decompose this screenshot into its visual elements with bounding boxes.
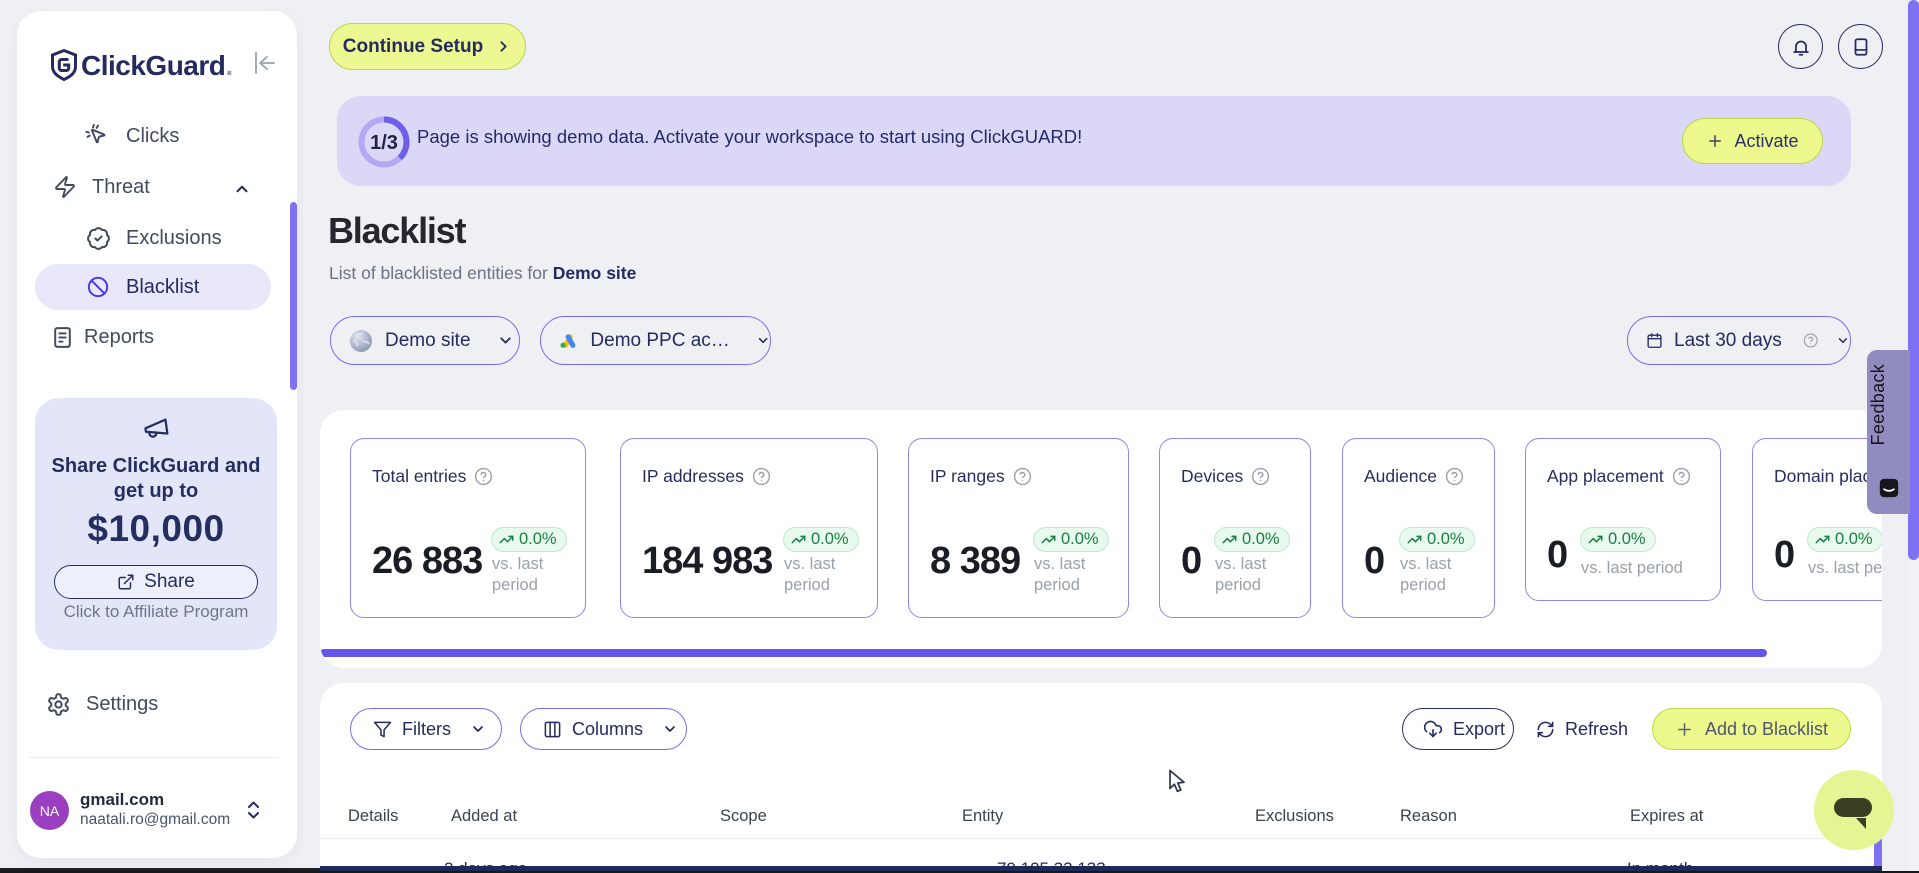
svg-text:1/3: 1/3: [370, 132, 398, 154]
